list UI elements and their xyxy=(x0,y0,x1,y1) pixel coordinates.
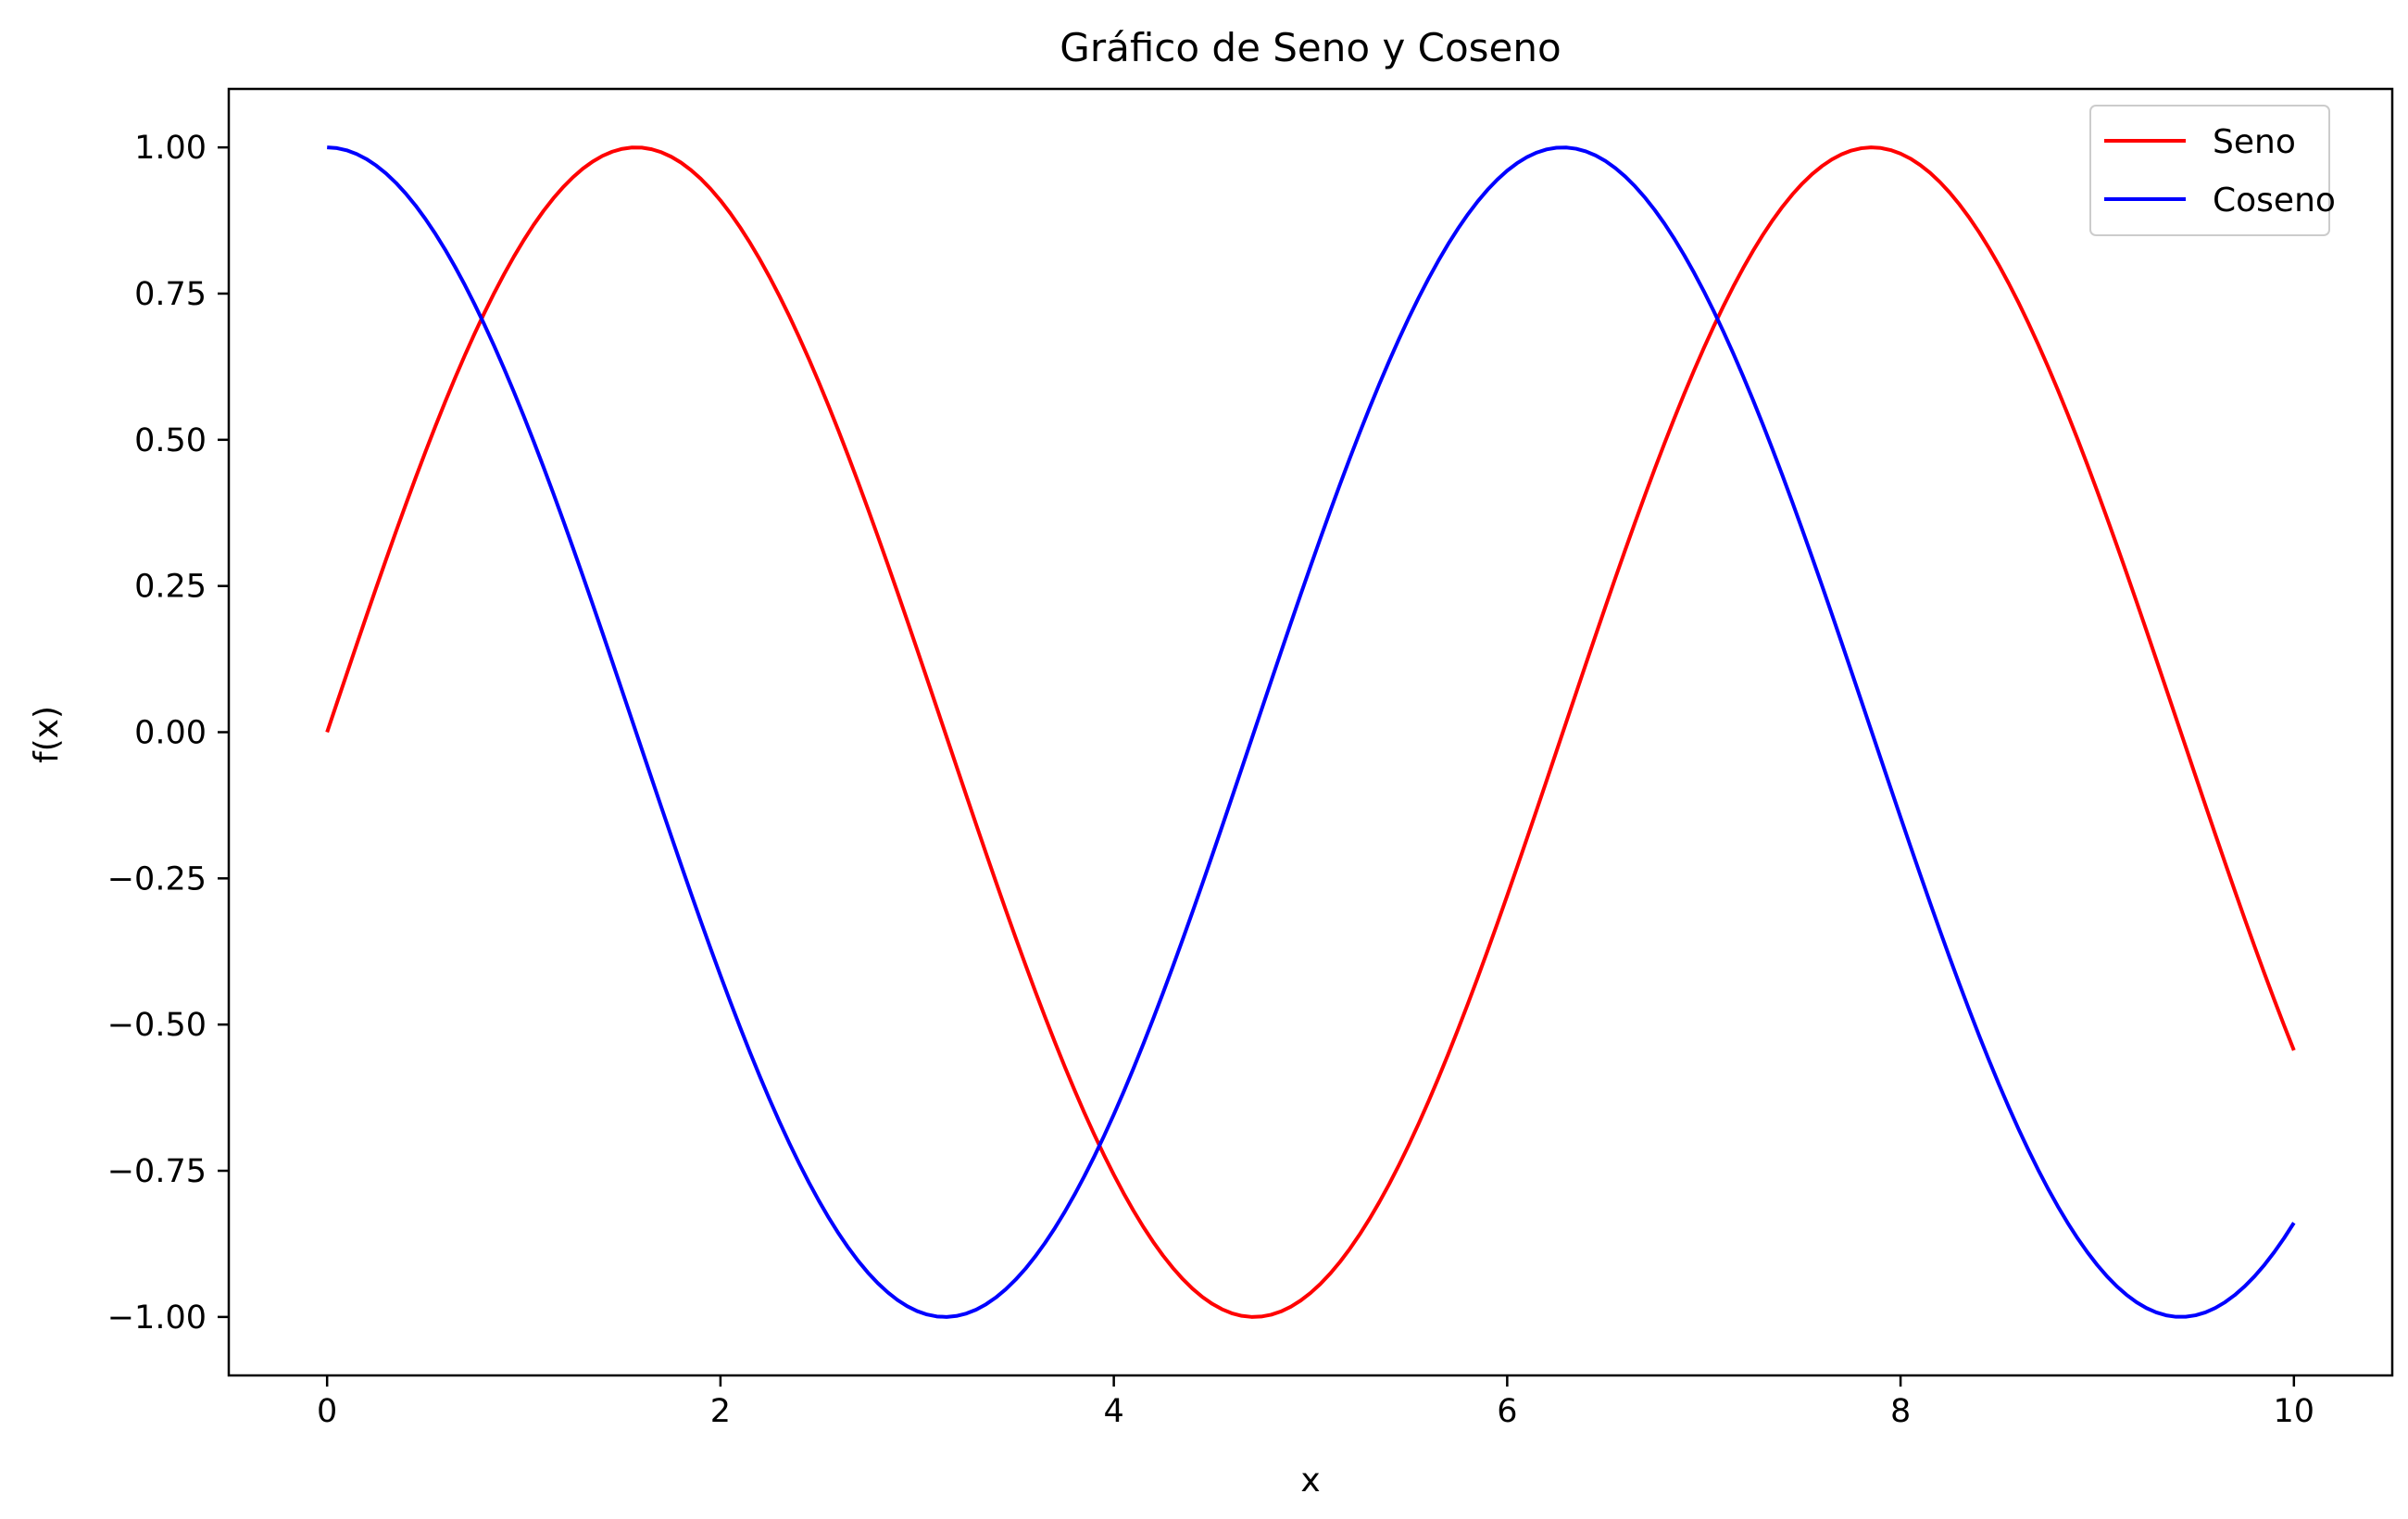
y-tick-label: −0.25 xyxy=(107,860,207,898)
x-tick-label: 4 xyxy=(1103,1393,1123,1430)
x-tick-label: 2 xyxy=(710,1393,731,1430)
y-tick-label: −0.50 xyxy=(107,1007,207,1044)
legend: Seno Coseno xyxy=(2089,105,2336,236)
series-line-seno xyxy=(325,145,2296,1319)
plot-area: 0 2 4 6 8 10 1.00 0.75 0.50 0.25 0.00 −0.25 −0.50 −0.… xyxy=(107,87,2394,1430)
x-tick-label: 0 xyxy=(317,1393,337,1430)
y-tick-label: 0.50 xyxy=(134,422,207,459)
y-tick-label: 0.25 xyxy=(134,569,207,606)
legend-box xyxy=(2089,105,2330,236)
y-tick-label: −0.75 xyxy=(107,1153,207,1190)
x-tick-label: 10 xyxy=(2274,1393,2315,1430)
legend-label-seno: Seno xyxy=(2213,123,2296,161)
axes-frame xyxy=(227,87,2394,1377)
y-tick-label: 1.00 xyxy=(134,130,207,167)
y-tick-label: 0.00 xyxy=(134,715,207,752)
y-axis-label: f(x) xyxy=(28,706,66,763)
y-tick-label: −1.00 xyxy=(107,1299,207,1337)
x-axis-label: x xyxy=(1300,1462,1320,1500)
chart-title: Gráfico de Seno y Coseno xyxy=(1060,25,1561,70)
x-tick-label: 8 xyxy=(1890,1393,1911,1430)
x-tick-label: 6 xyxy=(1497,1393,1517,1430)
legend-label-coseno: Coseno xyxy=(2213,182,2336,220)
y-tick-label: 0.75 xyxy=(134,276,207,313)
series-line-coseno xyxy=(327,145,2296,1319)
